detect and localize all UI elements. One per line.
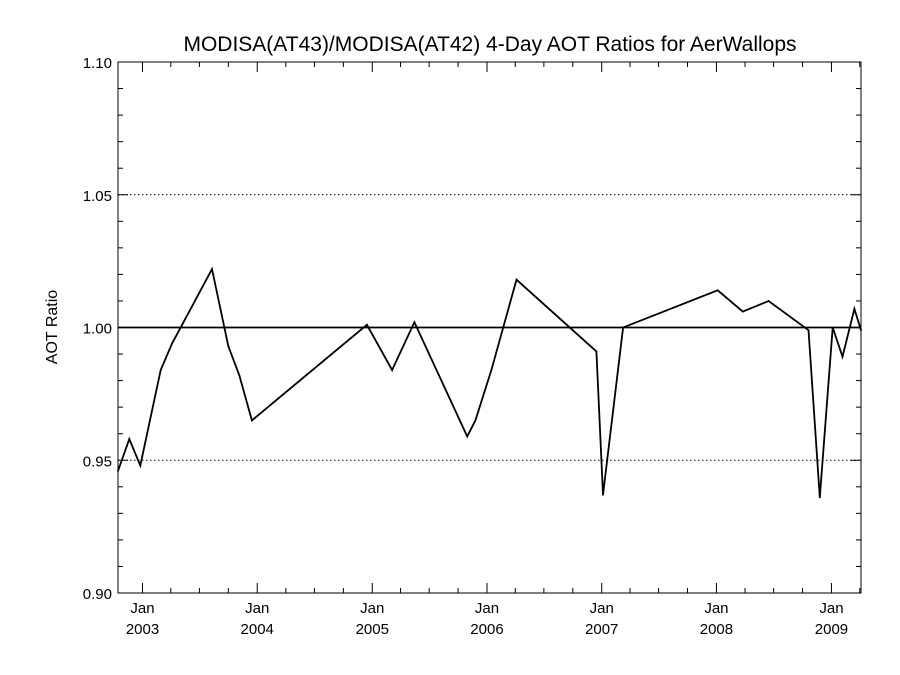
- data-point: [818, 496, 821, 499]
- data-point: [741, 310, 744, 313]
- data-point: [139, 464, 142, 467]
- x-tick-month-label: Jan: [360, 600, 384, 617]
- data-point: [128, 438, 131, 440]
- x-tick-month-label: Jan: [704, 600, 728, 617]
- x-tick-month-label: Jan: [245, 600, 269, 617]
- data-point: [490, 369, 493, 371]
- data-point: [391, 369, 393, 371]
- data-point: [831, 326, 834, 329]
- x-tick-month-label: Jan: [590, 600, 614, 617]
- y-tick-label: 1.00: [83, 321, 112, 338]
- data-point: [159, 369, 162, 371]
- y-tick-label: 0.95: [83, 453, 112, 470]
- data-point: [211, 268, 213, 270]
- data-point: [853, 308, 856, 310]
- x-tick-month-label: Jan: [819, 600, 843, 617]
- x-tick-year-label: 2003: [126, 621, 159, 638]
- data-point: [622, 326, 624, 329]
- data-point: [595, 350, 598, 353]
- data-point: [716, 289, 719, 292]
- data-point: [602, 493, 604, 496]
- data-point: [515, 278, 518, 281]
- data-point: [413, 321, 416, 324]
- data-point: [238, 374, 241, 377]
- y-tick-label: 0.90: [83, 586, 112, 603]
- data-point: [366, 323, 368, 326]
- y-tick-label: 1.05: [83, 188, 112, 205]
- data-point: [227, 345, 230, 347]
- x-tick-year-label: 2008: [700, 621, 733, 638]
- data-point: [807, 329, 810, 332]
- x-tick-month-label: Jan: [475, 600, 499, 617]
- plot-frame: [117, 61, 862, 594]
- data-point: [474, 419, 477, 422]
- y-axis-label: AOT Ratio: [44, 290, 61, 365]
- x-tick-year-label: 2006: [470, 621, 503, 638]
- x-tick-year-label: 2009: [815, 621, 848, 638]
- tick-labels: 0.90 0.95 1.00 1.05 1.10 Jan 2003 Jan 2004 Jan 200…: [83, 55, 848, 638]
- data-point: [841, 355, 844, 358]
- data-point: [171, 342, 173, 345]
- x-tick-year-label: 2007: [585, 621, 618, 638]
- y-tick-label: 1.10: [83, 55, 112, 72]
- x-tick-month-label: Jan: [130, 600, 154, 617]
- chart-title: MODISA(AT43)/MODISA(AT42) 4-Day AOT Rati…: [183, 33, 796, 56]
- data-point: [767, 300, 770, 302]
- x-tick-year-label: 2004: [241, 621, 274, 638]
- gridlines: [118, 61, 861, 461]
- data-point: [466, 435, 469, 438]
- series-group: [117, 266, 862, 499]
- data-point: [250, 419, 253, 422]
- x-tick-year-label: 2005: [356, 621, 389, 638]
- series-line: [117, 266, 862, 498]
